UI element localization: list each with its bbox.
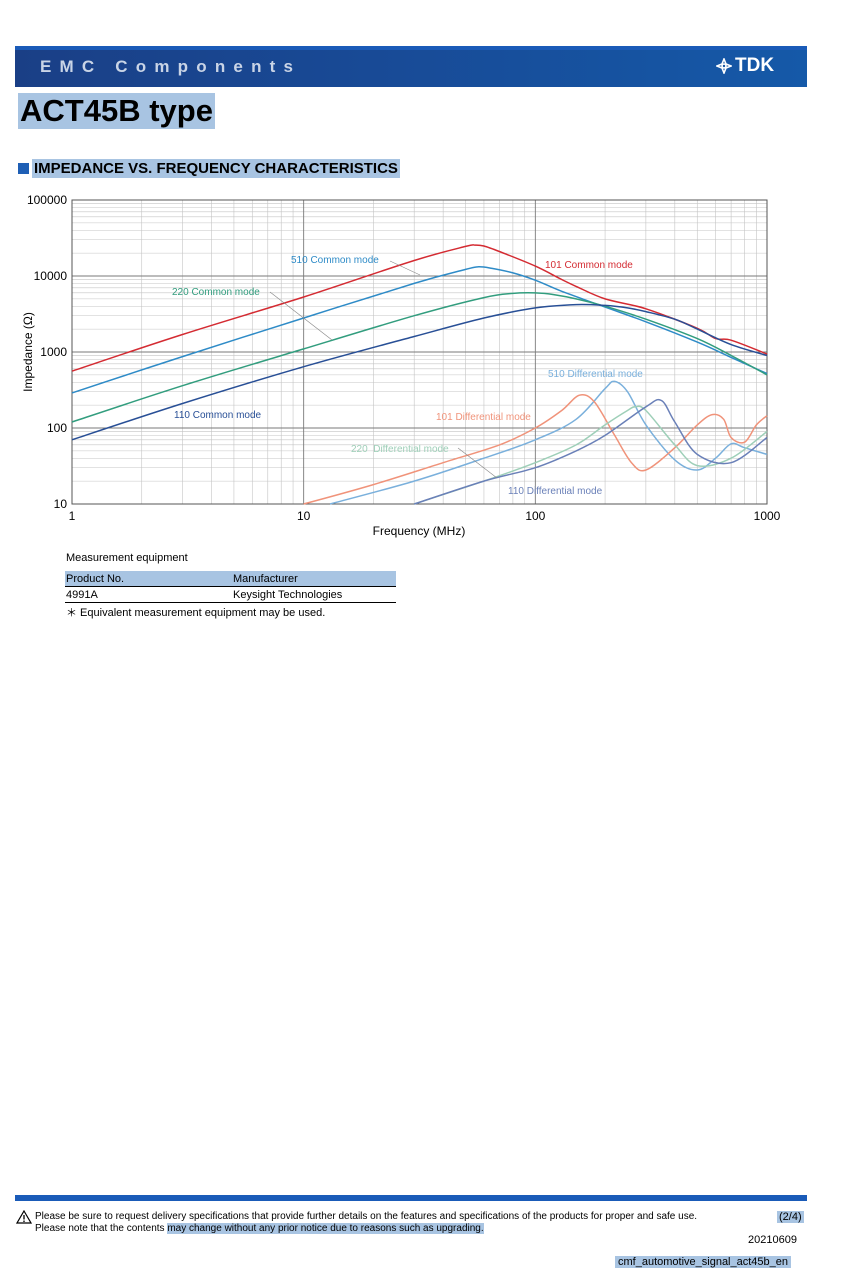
x-tick-label: 10: [297, 509, 311, 523]
y-axis-label: Impedance (Ω): [21, 312, 35, 392]
series-line-110-common-mode: [71, 303, 768, 441]
x-tick-label: 1: [69, 509, 76, 523]
y-tick-label: 10000: [34, 269, 68, 283]
x-tick-label: 1000: [754, 509, 781, 523]
label-101-diff: 101 Differential mode: [436, 412, 531, 423]
table-header-row: Product No. Manufacturer: [65, 571, 396, 587]
y-tick-label: 100000: [27, 193, 67, 207]
cell-manufacturer: Keysight Technologies: [232, 586, 396, 603]
series-line-510-differential-mode: [329, 380, 768, 505]
x-axis-label: Frequency (MHz): [373, 524, 466, 538]
page-number: (2/4): [777, 1211, 804, 1223]
product-title: ACT45B type: [18, 93, 215, 129]
y-tick-label: 100: [47, 421, 67, 435]
table-row: 4991A Keysight Technologies: [65, 586, 396, 603]
warning-triangle-icon: [16, 1210, 32, 1224]
label-220-common: 220 Common mode: [172, 287, 260, 298]
series-line-510-common-mode: [71, 266, 768, 394]
leader-220-common: [269, 291, 333, 341]
footer-disclaimer-line2: Please note that the contents may change…: [35, 1223, 484, 1234]
brand-logo: TDK: [716, 55, 774, 77]
label-110-common: 110 Common mode: [174, 410, 262, 421]
series-line-220-differential-mode: [413, 405, 768, 505]
measurement-table: Product No. Manufacturer 4991A Keysight …: [65, 571, 396, 603]
document-file-name: cmf_automotive_signal_act45b_en: [615, 1256, 792, 1268]
header-bar: [15, 46, 807, 87]
header-title: EMC Components: [40, 57, 302, 76]
grid-minor: [72, 200, 767, 504]
plot-border: [71, 199, 768, 505]
label-101-common: 101 Common mode: [545, 260, 633, 271]
series-line-101-differential-mode: [303, 393, 768, 505]
footer-disclaimer-line1: Please be sure to request delivery speci…: [35, 1211, 698, 1222]
label-220-diff: 220 Differential mode: [351, 444, 449, 455]
header-accent: [15, 46, 807, 50]
x-tick-labels: 1 10 100 1000: [69, 509, 781, 523]
footer-bar: [15, 1195, 807, 1201]
footer-line2-prefix: Please note that the contents: [35, 1223, 168, 1234]
annotation-leaders: [269, 260, 498, 479]
tdk-logo-icon: [716, 58, 732, 74]
section-marker: [18, 163, 29, 174]
column-header-product: Product No.: [65, 571, 232, 587]
document-date: 20210609: [748, 1234, 797, 1246]
brand-name: TDK: [735, 55, 775, 76]
cell-product-no: 4991A: [65, 586, 232, 603]
label-510-diff: 510 Differential mode: [548, 369, 643, 380]
footer-line2-highlight: may change without any prior notice due …: [167, 1223, 484, 1234]
series-line-110-differential-mode: [413, 398, 768, 505]
measurement-title: Measurement equipment: [66, 552, 188, 564]
section-title: IMPEDANCE VS. FREQUENCY CHARACTERISTICS: [32, 159, 400, 178]
series-layer: [71, 244, 768, 505]
measurement-note: ＊ Equivalent measurement equipment may b…: [66, 607, 326, 619]
y-tick-labels: 10 100 1000 10000 100000: [27, 193, 67, 511]
y-tick-label: 1000: [40, 345, 67, 359]
column-header-manufacturer: Manufacturer: [232, 571, 396, 587]
label-110-diff: 110 Differential mode: [508, 486, 603, 497]
leader-220-diff: [457, 447, 498, 479]
y-tick-label: 10: [54, 497, 68, 511]
label-510-common: 510 Common mode: [291, 255, 379, 266]
leader-510-common: [389, 260, 421, 276]
series-line-220-common-mode: [71, 292, 768, 423]
x-tick-label: 100: [525, 509, 545, 523]
